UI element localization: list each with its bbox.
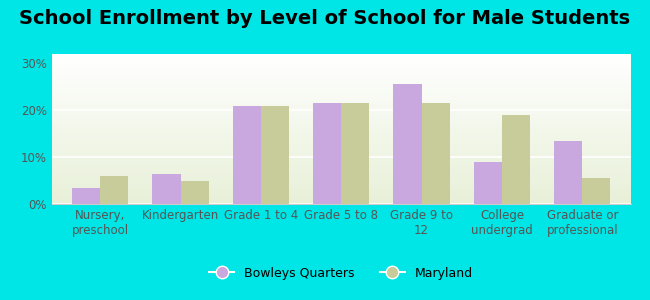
Bar bbox=[313, 103, 341, 204]
Text: School Enrollment by Level of School for Male Students: School Enrollment by Level of School for… bbox=[20, 9, 630, 28]
Bar bbox=[422, 103, 450, 204]
Bar bbox=[100, 176, 128, 204]
Bar bbox=[393, 85, 422, 204]
Bar bbox=[72, 188, 100, 204]
Bar bbox=[341, 103, 369, 204]
Legend: Bowleys Quarters, Maryland: Bowleys Quarters, Maryland bbox=[205, 262, 478, 285]
Bar bbox=[153, 173, 181, 204]
Bar bbox=[582, 178, 610, 204]
Bar bbox=[554, 141, 582, 204]
Bar bbox=[233, 106, 261, 204]
Bar bbox=[502, 115, 530, 204]
Bar bbox=[474, 162, 502, 204]
Bar bbox=[261, 106, 289, 204]
Bar bbox=[181, 181, 209, 204]
